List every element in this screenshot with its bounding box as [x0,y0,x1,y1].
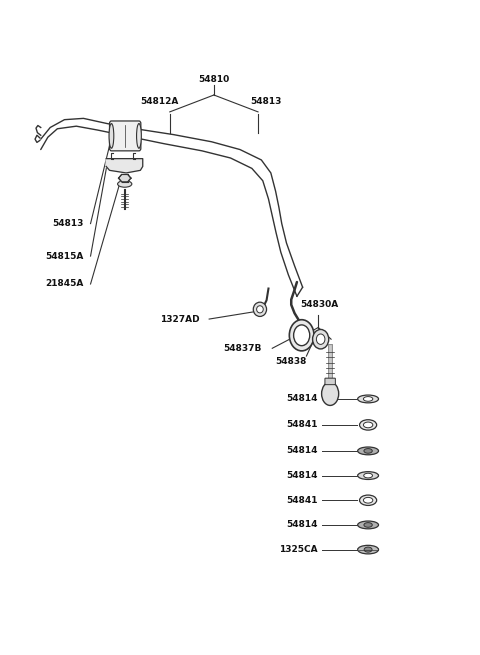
Ellipse shape [312,329,329,349]
Polygon shape [106,159,143,173]
Ellipse shape [316,334,325,345]
Ellipse shape [364,523,372,527]
Text: 54810: 54810 [198,75,229,84]
Text: 54841: 54841 [286,496,317,505]
Ellipse shape [257,306,263,313]
Text: 54814: 54814 [286,471,317,480]
Ellipse shape [364,547,372,552]
Polygon shape [119,174,131,182]
Ellipse shape [360,420,377,430]
Text: 54830A: 54830A [300,299,339,309]
Ellipse shape [363,497,373,503]
Ellipse shape [363,396,373,402]
Text: 54813: 54813 [52,219,84,228]
Ellipse shape [253,302,266,316]
FancyBboxPatch shape [109,121,141,151]
Ellipse shape [364,449,372,453]
Ellipse shape [358,521,379,529]
Ellipse shape [358,395,379,403]
Text: 54837B: 54837B [223,344,261,353]
Text: 54814: 54814 [286,394,317,403]
Circle shape [322,382,339,405]
Ellipse shape [109,124,114,148]
Ellipse shape [358,546,379,554]
Text: 54813: 54813 [251,97,282,106]
Ellipse shape [360,495,377,506]
Ellipse shape [363,422,373,428]
FancyBboxPatch shape [325,378,336,384]
Ellipse shape [289,320,314,351]
Text: 54814: 54814 [286,447,317,455]
Ellipse shape [137,124,141,148]
Ellipse shape [358,472,379,479]
Ellipse shape [364,473,372,478]
Ellipse shape [118,181,132,187]
Text: 1325CA: 1325CA [279,545,317,554]
Text: 54812A: 54812A [140,97,179,106]
Text: 54838: 54838 [275,358,306,366]
Text: 54815A: 54815A [45,252,84,261]
Text: 54814: 54814 [286,521,317,529]
Text: 1327AD: 1327AD [160,314,200,324]
Ellipse shape [294,325,310,346]
Ellipse shape [358,447,379,455]
Text: 54841: 54841 [286,421,317,430]
Text: 21845A: 21845A [45,280,84,288]
